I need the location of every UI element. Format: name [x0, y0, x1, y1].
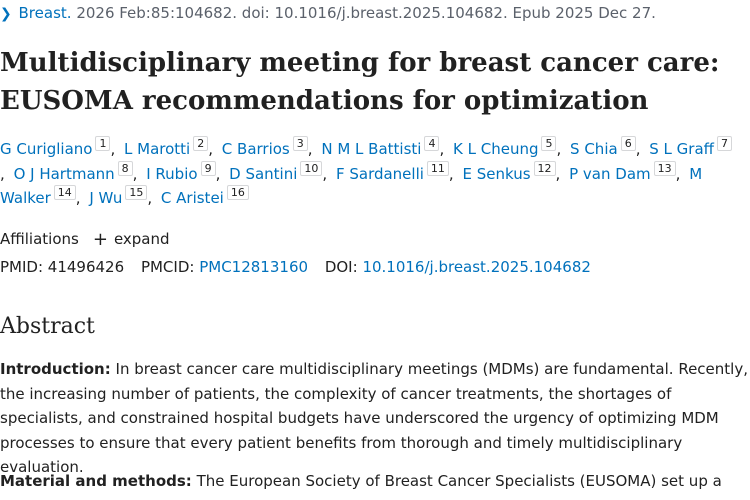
- author-link[interactable]: F Sardanelli: [335, 164, 424, 183]
- author-item: I Rubio 9,: [146, 160, 224, 183]
- identifiers-row: PMID: 41496426 PMCID: PMC12813160 DOI: 1…: [0, 258, 591, 276]
- author-link[interactable]: J Wu: [89, 189, 123, 207]
- introduction-label: Introduction:: [0, 360, 111, 378]
- doi-link[interactable]: 10.1016/j.breast.2025.104682: [362, 258, 591, 276]
- author-separator: ,: [208, 140, 214, 158]
- author-link[interactable]: N M L Battisti: [321, 140, 422, 158]
- author-item: D Santini 10,: [229, 160, 331, 183]
- author-link[interactable]: C Aristei: [160, 189, 224, 207]
- introduction-text: In breast cancer care multidisciplinary …: [0, 360, 748, 476]
- author-item: O J Hartmann 8,: [13, 160, 142, 183]
- affiliations-row: Affiliations + expand: [0, 230, 170, 248]
- author-separator: ,: [110, 140, 116, 158]
- affiliation-number[interactable]: 11: [426, 160, 449, 176]
- author-item: K L Cheung 5,: [453, 136, 565, 158]
- author-item: C Barrios 3,: [221, 136, 317, 158]
- author-item: N M L Battisti 4,: [321, 136, 448, 158]
- chevron-right-icon[interactable]: ❯: [0, 6, 12, 22]
- author-item: M Walker 14,: [0, 165, 702, 208]
- author-link[interactable]: I Rubio: [146, 164, 198, 183]
- author-link[interactable]: E Senkus: [462, 164, 531, 183]
- pmcid-label: PMCID:: [140, 258, 195, 276]
- affiliation-number[interactable]: 7: [716, 136, 732, 151]
- author-item: S Chia 6,: [570, 136, 644, 158]
- citation-details: 2026 Feb:85:104682. doi: 10.1016/j.breas…: [76, 4, 656, 22]
- doi-label: DOI:: [324, 258, 358, 276]
- author-separator: ,: [132, 164, 138, 183]
- author-separator: ,: [675, 164, 681, 183]
- author-separator: ,: [147, 189, 153, 207]
- author-separator: ,: [215, 164, 221, 183]
- abstract-heading: Abstract: [0, 314, 95, 339]
- author-item: F Sardanelli 11,: [335, 160, 458, 183]
- affiliation-number[interactable]: 4: [424, 136, 440, 151]
- affiliation-number[interactable]: 1: [95, 136, 111, 151]
- pmid-value: 41496426: [47, 258, 125, 276]
- author-link[interactable]: S Chia: [570, 140, 618, 158]
- journal-link[interactable]: Breast.: [18, 4, 72, 22]
- affiliation-number[interactable]: 13: [653, 160, 676, 176]
- author-item: P van Dam 13,: [569, 160, 684, 183]
- methods-text: The European Society of Breast Cancer Sp…: [196, 472, 722, 490]
- author-link[interactable]: D Santini: [229, 164, 298, 183]
- affiliation-number[interactable]: 10: [300, 160, 323, 176]
- citation-line: ❯ Breast. 2026 Feb:85:104682. doi: 10.10…: [0, 4, 656, 22]
- author-item: C Aristei 16: [160, 185, 249, 207]
- methods-label: Material and methods:: [0, 472, 192, 490]
- affiliation-number[interactable]: 6: [620, 136, 636, 151]
- author-link[interactable]: P van Dam: [569, 164, 651, 183]
- author-item: E Senkus 12,: [462, 160, 564, 183]
- pmcid-link[interactable]: PMC12813160: [199, 258, 309, 276]
- author-link[interactable]: O J Hartmann: [13, 164, 115, 183]
- author-list: G Curigliano 1, L Marotti 2, C Barrios 3, N…: [0, 136, 740, 211]
- author-separator: ,: [307, 140, 313, 158]
- author-separator: ,: [75, 189, 81, 207]
- author-link[interactable]: L Marotti: [124, 140, 191, 158]
- author-separator: ,: [439, 140, 445, 158]
- author-separator: ,: [322, 164, 328, 183]
- author-separator: ,: [448, 164, 454, 183]
- expand-label: expand: [113, 230, 170, 248]
- article-title: Multidisciplinary meeting for breast can…: [0, 44, 740, 120]
- title-line-1: Multidisciplinary meeting for breast can…: [0, 48, 720, 78]
- author-link[interactable]: K L Cheung: [453, 140, 539, 158]
- affiliation-number[interactable]: 3: [292, 136, 308, 151]
- author-item: L Marotti 2,: [124, 136, 217, 158]
- author-separator: ,: [556, 140, 562, 158]
- plus-icon: +: [92, 228, 108, 250]
- affiliation-number[interactable]: 2: [193, 136, 209, 151]
- affiliation-number[interactable]: 9: [200, 160, 216, 176]
- author-separator: ,: [0, 164, 5, 183]
- affiliation-number[interactable]: 12: [533, 160, 556, 176]
- author-item: G Curigliano 1,: [0, 136, 119, 158]
- pmid-label: PMID:: [0, 258, 44, 276]
- affiliation-number[interactable]: 15: [125, 185, 148, 200]
- affiliation-number[interactable]: 16: [226, 185, 249, 200]
- affiliation-number[interactable]: 5: [541, 136, 557, 151]
- affiliation-number[interactable]: 14: [53, 185, 76, 200]
- affiliation-number[interactable]: 8: [117, 160, 133, 176]
- abstract-methods: Material and methods: The European Socie…: [0, 469, 750, 494]
- affiliations-expand-button[interactable]: + expand: [93, 230, 170, 248]
- author-item: S L Graff 7,: [0, 136, 732, 183]
- author-separator: ,: [635, 140, 641, 158]
- affiliations-label: Affiliations: [0, 230, 79, 248]
- abstract-introduction: Introduction: In breast cancer care mult…: [0, 357, 750, 480]
- title-line-2: EUSOMA recommendations for optimization: [0, 86, 649, 116]
- author-link[interactable]: S L Graff: [649, 140, 714, 158]
- author-link[interactable]: C Barrios: [221, 140, 290, 158]
- author-item: J Wu 15,: [89, 185, 156, 207]
- author-separator: ,: [555, 164, 561, 183]
- author-link[interactable]: M Walker: [0, 164, 703, 208]
- author-link[interactable]: G Curigliano: [0, 140, 93, 158]
